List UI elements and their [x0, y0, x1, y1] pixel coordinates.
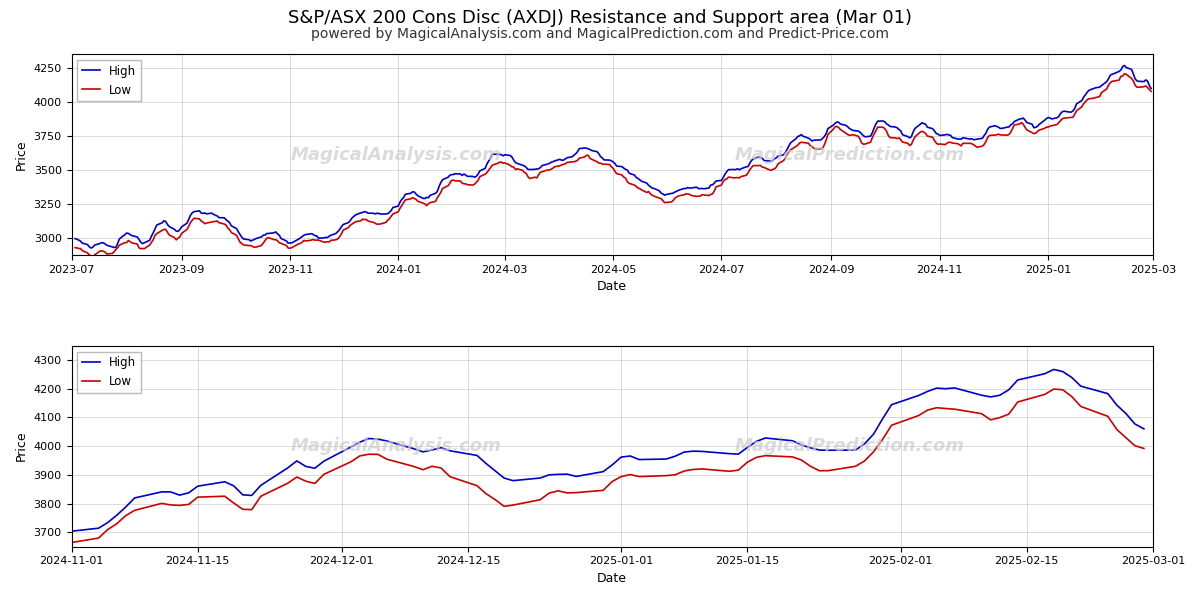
X-axis label: Date: Date — [598, 572, 628, 585]
Text: MagicalAnalysis.com: MagicalAnalysis.com — [290, 146, 502, 164]
Text: MagicalPrediction.com: MagicalPrediction.com — [736, 437, 965, 455]
Legend: High, Low: High, Low — [78, 60, 142, 101]
X-axis label: Date: Date — [598, 280, 628, 293]
Line: Low: Low — [76, 74, 1151, 257]
Y-axis label: Price: Price — [16, 139, 28, 170]
Line: Low: Low — [72, 389, 1144, 542]
Text: MagicalPrediction.com: MagicalPrediction.com — [736, 146, 965, 164]
Line: High: High — [72, 370, 1144, 531]
Legend: High, Low: High, Low — [78, 352, 142, 393]
Y-axis label: Price: Price — [16, 431, 28, 461]
Text: S&P/ASX 200 Cons Disc (AXDJ) Resistance and Support area (Mar 01): S&P/ASX 200 Cons Disc (AXDJ) Resistance … — [288, 9, 912, 27]
Text: MagicalAnalysis.com: MagicalAnalysis.com — [290, 437, 502, 455]
Text: powered by MagicalAnalysis.com and MagicalPrediction.com and Predict-Price.com: powered by MagicalAnalysis.com and Magic… — [311, 27, 889, 41]
Line: High: High — [76, 65, 1151, 248]
